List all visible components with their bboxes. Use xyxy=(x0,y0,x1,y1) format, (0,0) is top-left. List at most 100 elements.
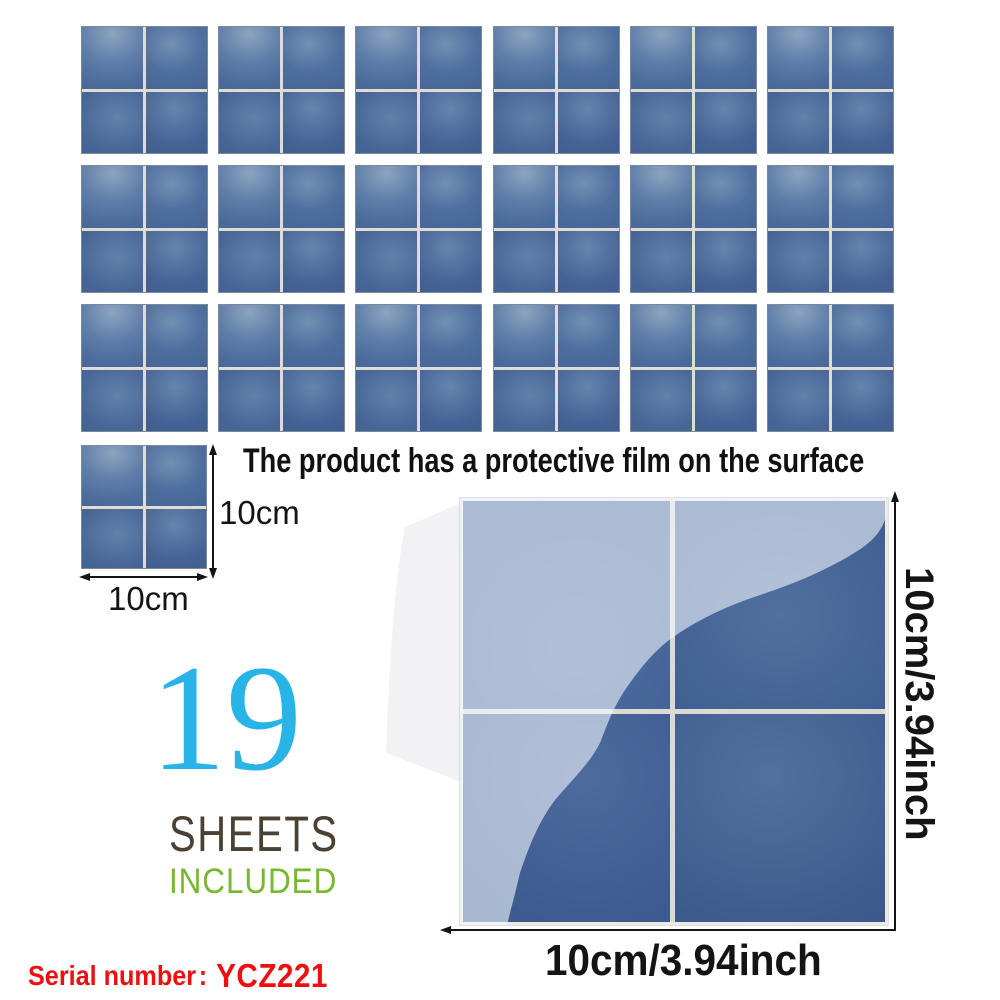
serial-number-row: Serial number: YCZ221 xyxy=(28,959,328,992)
tile-sheet xyxy=(218,304,345,432)
tile-sheet xyxy=(355,165,482,293)
tile-quadrant xyxy=(283,230,344,292)
tile-quadrant xyxy=(832,369,893,431)
tile-quadrant xyxy=(494,91,555,153)
tile-quadrant xyxy=(283,27,344,89)
tile-quadrant xyxy=(146,166,207,228)
arrow-down-icon xyxy=(209,568,217,579)
tile-quadrant xyxy=(146,27,207,89)
tile-quadrant xyxy=(695,230,756,292)
tile-sheet xyxy=(81,304,208,432)
tile-quadrant xyxy=(494,230,555,292)
tile-quadrant xyxy=(283,166,344,228)
tile-quadrant xyxy=(558,166,619,228)
tile-quadrant xyxy=(832,305,893,367)
backing-film-sheet xyxy=(386,503,461,782)
tile-quadrant xyxy=(283,369,344,431)
tile-quadrant xyxy=(356,27,417,89)
arrow-up-icon xyxy=(209,444,217,455)
tile-quadrant xyxy=(82,91,143,153)
tile-quadrant xyxy=(356,166,417,228)
tile-quadrant xyxy=(420,305,481,367)
big-height-dimension-line xyxy=(894,496,896,931)
tile-quadrant xyxy=(675,714,885,922)
tile-quadrant xyxy=(82,166,143,228)
sample-tile xyxy=(81,445,207,569)
tile-sheet xyxy=(81,26,208,154)
tile-quadrant xyxy=(146,305,207,367)
tile-quadrant xyxy=(420,369,481,431)
tile-sheet xyxy=(493,304,620,432)
tile-quadrant xyxy=(420,166,481,228)
tile-quadrant xyxy=(558,305,619,367)
tile-sheet xyxy=(493,26,620,154)
tile-sheet xyxy=(218,26,345,154)
tile-quadrant xyxy=(219,166,280,228)
tile-quadrant xyxy=(219,230,280,292)
tile-quadrant xyxy=(356,369,417,431)
tile-quadrant xyxy=(219,305,280,367)
sample-height-label: 10cm xyxy=(219,494,300,531)
arrow-left-icon xyxy=(440,926,451,934)
tile-quadrant xyxy=(494,27,555,89)
tile-sheet xyxy=(218,165,345,293)
tile-quadrant xyxy=(558,27,619,89)
serial-number-value: YCZ221 xyxy=(216,957,328,994)
tile-sheet xyxy=(630,304,757,432)
tile-quadrant xyxy=(494,166,555,228)
big-width-label: 10cm/3.94inch xyxy=(545,936,822,985)
tile-quadrant xyxy=(146,91,207,153)
tile-quadrant xyxy=(832,27,893,89)
serial-separator: : xyxy=(198,960,208,991)
tile-quadrant xyxy=(145,508,206,568)
tile-quadrant xyxy=(82,446,143,506)
tile-quadrant xyxy=(695,91,756,153)
tile-sheet xyxy=(767,26,894,154)
tile-quadrant xyxy=(768,27,829,89)
tile-quadrant xyxy=(631,27,692,89)
sample-height-dimension-line xyxy=(212,448,214,575)
tile-quadrant xyxy=(82,230,143,292)
tile-sheet xyxy=(630,165,757,293)
tile-quadrant xyxy=(356,230,417,292)
tile-quadrant xyxy=(558,230,619,292)
tile-quadrant xyxy=(146,369,207,431)
tile-quadrant xyxy=(695,369,756,431)
arrow-up-icon xyxy=(891,491,899,502)
tile-quadrant xyxy=(82,369,143,431)
tile-quadrant xyxy=(768,369,829,431)
tile-quadrant xyxy=(82,508,143,568)
tile-quadrant xyxy=(219,27,280,89)
tile-quadrant xyxy=(283,305,344,367)
tile-quadrant xyxy=(146,230,207,292)
tile-quadrant xyxy=(832,91,893,153)
tile-quadrant xyxy=(558,369,619,431)
tile-quadrant xyxy=(494,305,555,367)
tile-quadrant xyxy=(145,446,206,506)
tile-quadrant xyxy=(558,91,619,153)
tile-quadrant xyxy=(420,230,481,292)
tile-quadrant xyxy=(631,166,692,228)
tile-sheet xyxy=(767,165,894,293)
big-tile xyxy=(460,498,888,925)
tile-sheet xyxy=(81,165,208,293)
tile-quadrant xyxy=(768,91,829,153)
tile-quadrant xyxy=(631,369,692,431)
tile-sheet xyxy=(767,304,894,432)
sample-width-dimension-line xyxy=(84,576,204,578)
film-note-text: The product has a protective film on the… xyxy=(243,442,865,480)
tile-quadrant xyxy=(219,369,280,431)
tile-quadrant xyxy=(463,501,670,709)
tile-quadrant xyxy=(631,91,692,153)
tile-quadrant xyxy=(631,230,692,292)
tile-quadrant xyxy=(768,305,829,367)
tile-quadrant xyxy=(463,714,670,922)
tile-quadrant xyxy=(356,91,417,153)
tile-quadrant xyxy=(494,369,555,431)
tile-quadrant xyxy=(675,501,885,709)
tile-quadrant xyxy=(219,91,280,153)
tile-quadrant xyxy=(832,166,893,228)
tile-quadrant xyxy=(82,27,143,89)
tile-sheet xyxy=(493,165,620,293)
tile-quadrant xyxy=(695,305,756,367)
